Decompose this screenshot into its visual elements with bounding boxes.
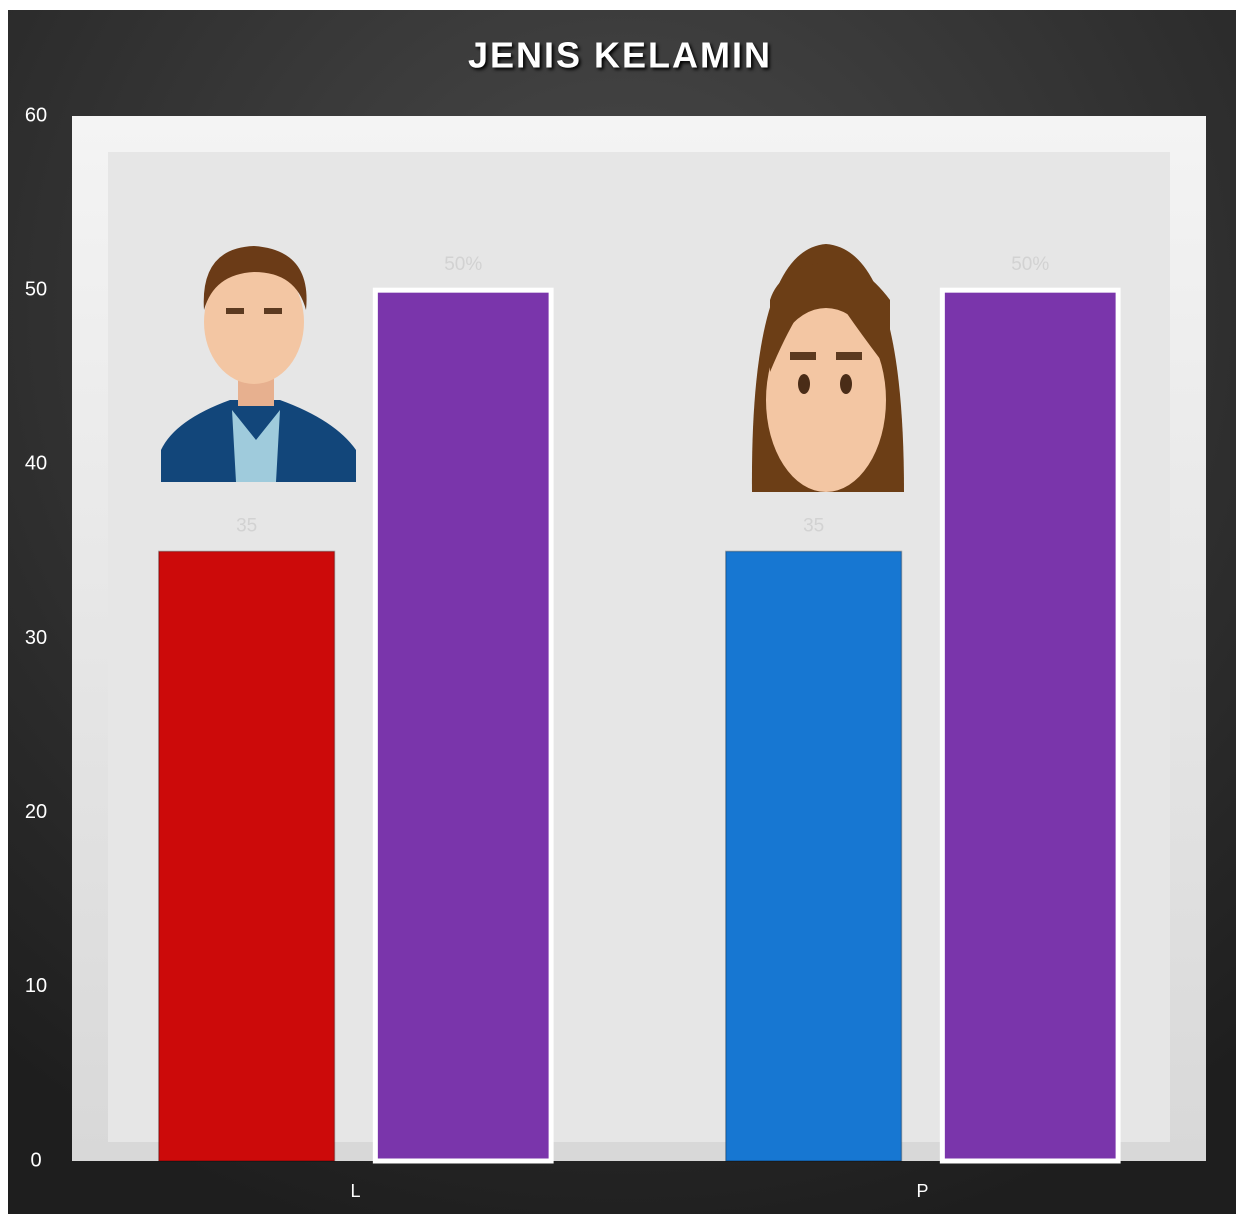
x-tick-label: P (916, 1181, 928, 1201)
y-tick-label: 10 (25, 975, 47, 997)
bar (726, 551, 902, 1161)
bar (375, 290, 551, 1161)
bar (159, 551, 335, 1161)
value-label: 50% (1011, 254, 1049, 275)
value-label: 35 (236, 515, 257, 536)
bar (942, 290, 1118, 1161)
y-tick-label: 30 (25, 627, 47, 649)
y-tick-label: 60 (25, 104, 47, 126)
x-tick-label: L (350, 1181, 360, 1201)
y-tick-label: 50 (25, 278, 47, 300)
y-tick-label: 20 (25, 801, 47, 823)
y-tick-label: 0 (30, 1149, 41, 1171)
y-tick-label: 40 (25, 453, 47, 475)
chart: JENIS KELAMIN 0 10 20 30 40 50 60 L 35 50% P 35 50% (0, 0, 1238, 1217)
value-label: 50% (444, 254, 482, 275)
chart-title: JENIS KELAMIN (468, 35, 772, 76)
page: JENIS KELAMIN 0102030405060L3550%P3550% … (0, 0, 1238, 1217)
value-label: 35 (803, 515, 824, 536)
